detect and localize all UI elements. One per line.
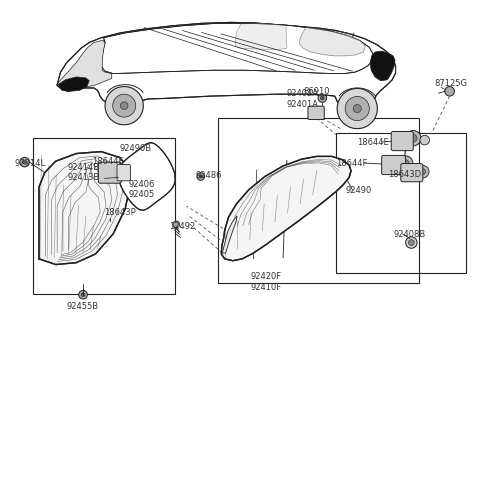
Circle shape [406,131,421,146]
Polygon shape [39,151,131,264]
Polygon shape [57,22,396,110]
Circle shape [406,237,417,248]
Polygon shape [58,40,112,88]
Text: 92408B: 92408B [394,230,426,239]
Text: 92486: 92486 [196,171,222,180]
Text: 12492: 12492 [169,222,195,231]
Circle shape [398,156,413,170]
Polygon shape [118,143,175,210]
Text: 18644F: 18644F [336,159,367,168]
Polygon shape [300,27,365,56]
Circle shape [321,96,324,100]
Text: 86910: 86910 [303,87,330,96]
FancyBboxPatch shape [308,106,324,119]
Circle shape [103,192,108,197]
Circle shape [420,135,430,145]
Polygon shape [337,89,377,129]
Text: 18644E: 18644E [357,138,389,148]
Polygon shape [221,156,351,261]
Text: 92406
92405: 92406 92405 [129,180,155,200]
Circle shape [81,293,85,297]
Text: 18644E: 18644E [92,157,123,166]
Circle shape [318,94,326,102]
Text: 92414B
92413B: 92414B 92413B [68,163,100,182]
Polygon shape [120,102,128,110]
Text: 92420F
92410F: 92420F 92410F [251,272,282,292]
Text: 18643P: 18643P [104,208,135,217]
Text: 97714L: 97714L [14,159,45,168]
FancyBboxPatch shape [98,162,121,183]
Polygon shape [101,23,373,74]
Circle shape [100,190,110,200]
Circle shape [173,221,180,228]
Circle shape [79,290,87,299]
Circle shape [91,164,105,177]
Circle shape [23,160,26,164]
Text: 92455B: 92455B [67,302,99,311]
Circle shape [349,44,356,51]
Polygon shape [58,77,89,91]
Polygon shape [235,23,287,50]
Circle shape [310,109,318,117]
Circle shape [95,167,101,174]
Circle shape [105,207,115,218]
FancyBboxPatch shape [117,165,131,181]
Circle shape [197,173,204,180]
Circle shape [20,157,29,167]
Circle shape [420,169,426,174]
FancyBboxPatch shape [382,155,406,174]
FancyBboxPatch shape [391,131,413,150]
Text: 87125G: 87125G [434,79,467,88]
Circle shape [142,151,147,156]
Circle shape [409,134,417,142]
Circle shape [199,175,202,178]
Polygon shape [222,216,237,253]
Circle shape [341,170,347,175]
Polygon shape [113,94,136,117]
FancyBboxPatch shape [401,164,423,182]
Polygon shape [105,87,144,125]
Text: 92490: 92490 [345,187,372,195]
Circle shape [417,166,429,178]
Circle shape [408,240,414,245]
Circle shape [402,160,409,167]
Text: 18643D: 18643D [388,169,421,179]
Polygon shape [370,51,395,81]
Polygon shape [353,105,361,112]
Circle shape [270,46,277,54]
Circle shape [142,165,156,178]
Circle shape [445,87,455,96]
Circle shape [338,167,350,179]
Text: 92402A
92401A: 92402A 92401A [286,89,318,109]
Text: 92490B: 92490B [120,144,152,153]
Polygon shape [345,96,369,121]
